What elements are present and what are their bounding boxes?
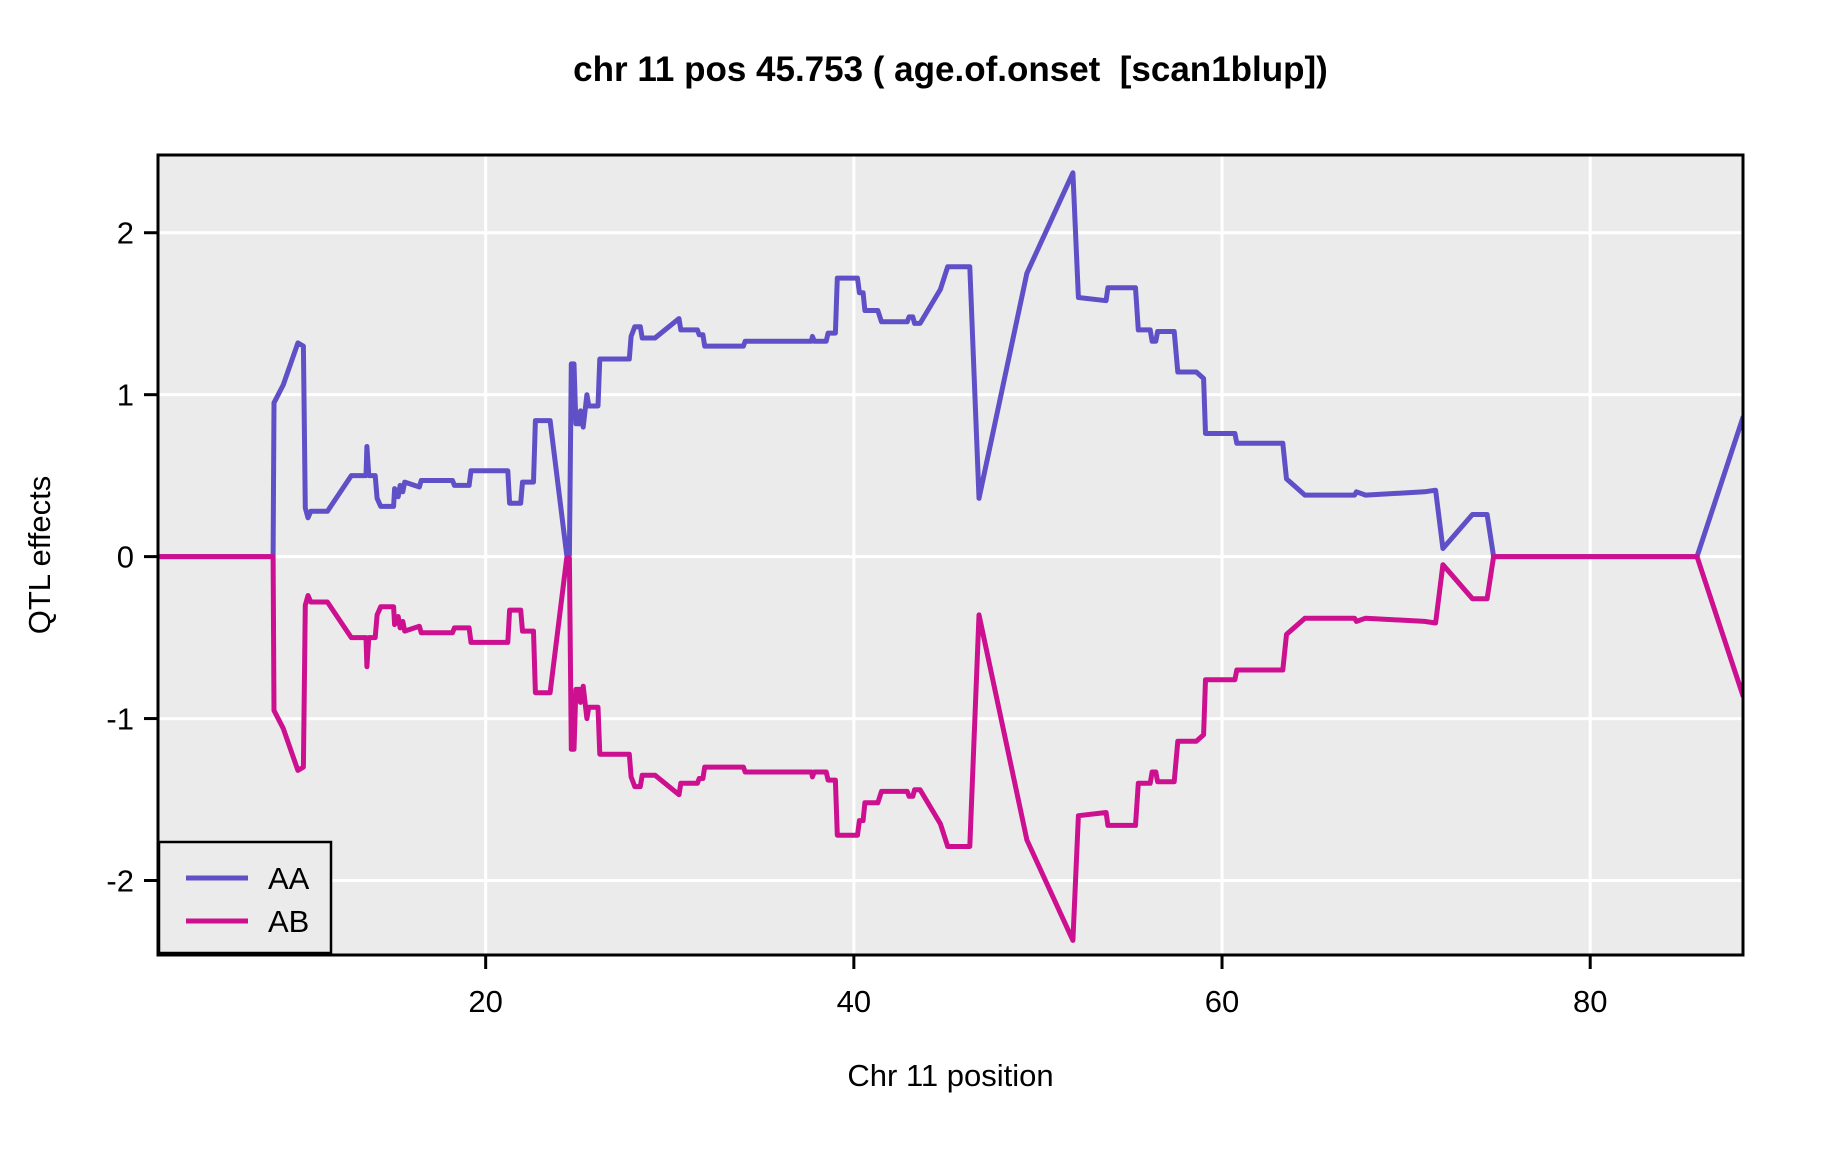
y-tick-label: 0 <box>117 540 134 575</box>
chart-title: chr 11 pos 45.753 ( age.of.onset [scan1b… <box>573 50 1328 89</box>
x-tick-label: 80 <box>1573 984 1607 1019</box>
legend-box <box>157 840 333 955</box>
series-lines <box>158 170 1743 943</box>
plot-panel <box>158 155 1743 955</box>
y-tick-label: -1 <box>106 702 134 737</box>
x-tick-label: 40 <box>837 984 871 1019</box>
series-line-ab <box>158 554 1743 943</box>
y-tick-label: -2 <box>106 864 134 899</box>
x-axis-title: Chr 11 position <box>847 1058 1054 1093</box>
y-axis-title: QTL effects <box>22 475 57 635</box>
legend-aa-label: AA <box>268 861 310 896</box>
legend-ab-label: AB <box>268 904 309 939</box>
axis-ticks <box>144 231 1592 969</box>
axis-tick-labels: 20 40 60 80 2 1 0 -1 -2 <box>106 216 1607 1019</box>
legend: AA AB <box>157 840 333 955</box>
y-tick-label: 1 <box>117 378 134 413</box>
panel-border <box>156 153 1745 957</box>
gridlines <box>158 155 1743 955</box>
x-tick-label: 60 <box>1205 984 1239 1019</box>
series-line-aa <box>158 170 1743 560</box>
y-tick-label: 2 <box>117 216 134 251</box>
x-tick-label: 20 <box>468 984 502 1019</box>
